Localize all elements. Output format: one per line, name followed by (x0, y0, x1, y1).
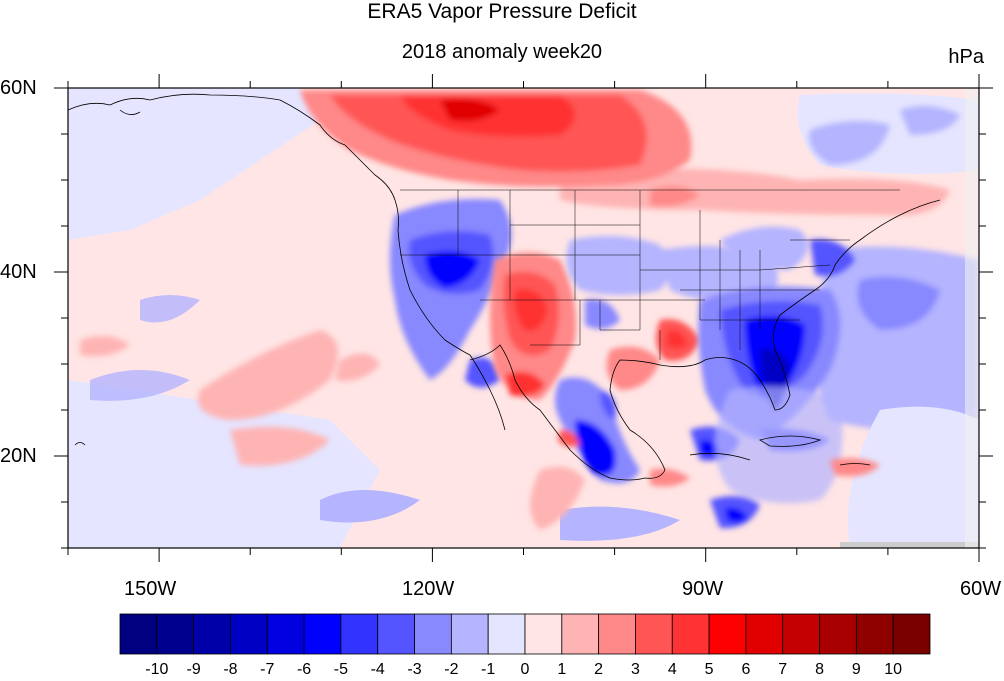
colorbar-tick-label: 5 (704, 661, 714, 678)
colorbar-tick-label: 3 (631, 661, 640, 678)
lon-label-90w: 90W (682, 578, 724, 600)
state-borders (400, 189, 900, 360)
coastlines (67, 93, 941, 481)
lat-label-60n: 60N (0, 77, 37, 99)
colorbar-tick-label: -3 (407, 661, 422, 678)
lat-label-20n: 20N (0, 445, 37, 467)
units-label: hPa (948, 46, 984, 68)
colorbar-swatch (414, 613, 452, 655)
colorbar-tick-label: -1 (481, 661, 496, 678)
lat-label-40n: 40N (0, 261, 37, 283)
colorbar-swatch (303, 613, 342, 655)
colorbar-swatch (782, 613, 820, 655)
colorbar-tick-label: 4 (667, 661, 677, 678)
colorbar-swatch (377, 613, 415, 655)
colorbar-tick-label: 7 (778, 661, 788, 678)
lon-label-120w: 120W (402, 578, 455, 600)
colorbar-tick-label: 8 (815, 661, 824, 678)
colorbar-tick-label: 1 (557, 661, 567, 678)
colorbar-swatch (193, 613, 231, 655)
colorbar-tick-label: -4 (370, 661, 385, 678)
colorbar-tick-label: 0 (520, 661, 530, 678)
colorbar-tick-label: 9 (851, 661, 861, 678)
colorbar-swatch (340, 613, 379, 655)
colorbar-tick-label: -5 (333, 661, 349, 678)
missing-data-strip (840, 542, 979, 548)
colorbar (119, 613, 931, 655)
colorbar-swatch (892, 613, 931, 655)
lon-label-150w: 150W (124, 578, 177, 600)
colorbar-swatch (745, 613, 784, 655)
colorbar-tick-label: 2 (594, 661, 604, 678)
colorbar-swatch (598, 613, 636, 655)
colorbar-tick-label: -6 (296, 661, 312, 678)
colorbar-swatch (230, 613, 268, 655)
map-title: ERA5 Vapor Pressure Deficit (367, 0, 637, 23)
lon-label-60w: 60W (960, 578, 1002, 600)
colorbar-tick-label: -9 (186, 661, 201, 678)
colorbar-swatch (524, 613, 563, 655)
colorbar-swatch (156, 613, 195, 655)
map-subtitle: 2018 anomaly week20 (401, 41, 603, 63)
axis-ticks (54, 74, 993, 562)
anomaly-field (68, 88, 979, 548)
colorbar-tick-label: -10 (145, 661, 169, 678)
colorbar-swatch (266, 613, 305, 655)
north-pacific-neg (68, 88, 320, 240)
colorbar-swatch (819, 613, 857, 655)
colorbar-swatch (487, 613, 526, 655)
colorbar-tick-label: -2 (444, 661, 459, 678)
colorbar-tick-label: -8 (223, 661, 238, 678)
colorbar-tick-label: -7 (260, 661, 275, 678)
colorbar-swatch (671, 613, 710, 655)
colorbar-swatch (450, 613, 489, 655)
colorbar-swatch (635, 613, 673, 655)
colorbar-tick-label: 10 (884, 661, 903, 678)
colorbar-swatch (561, 613, 600, 655)
colorbar-swatch (855, 613, 894, 655)
colorbar-swatch (708, 613, 747, 655)
colorbar-tick-label: 6 (741, 661, 751, 678)
colorbar-swatch (119, 613, 158, 655)
